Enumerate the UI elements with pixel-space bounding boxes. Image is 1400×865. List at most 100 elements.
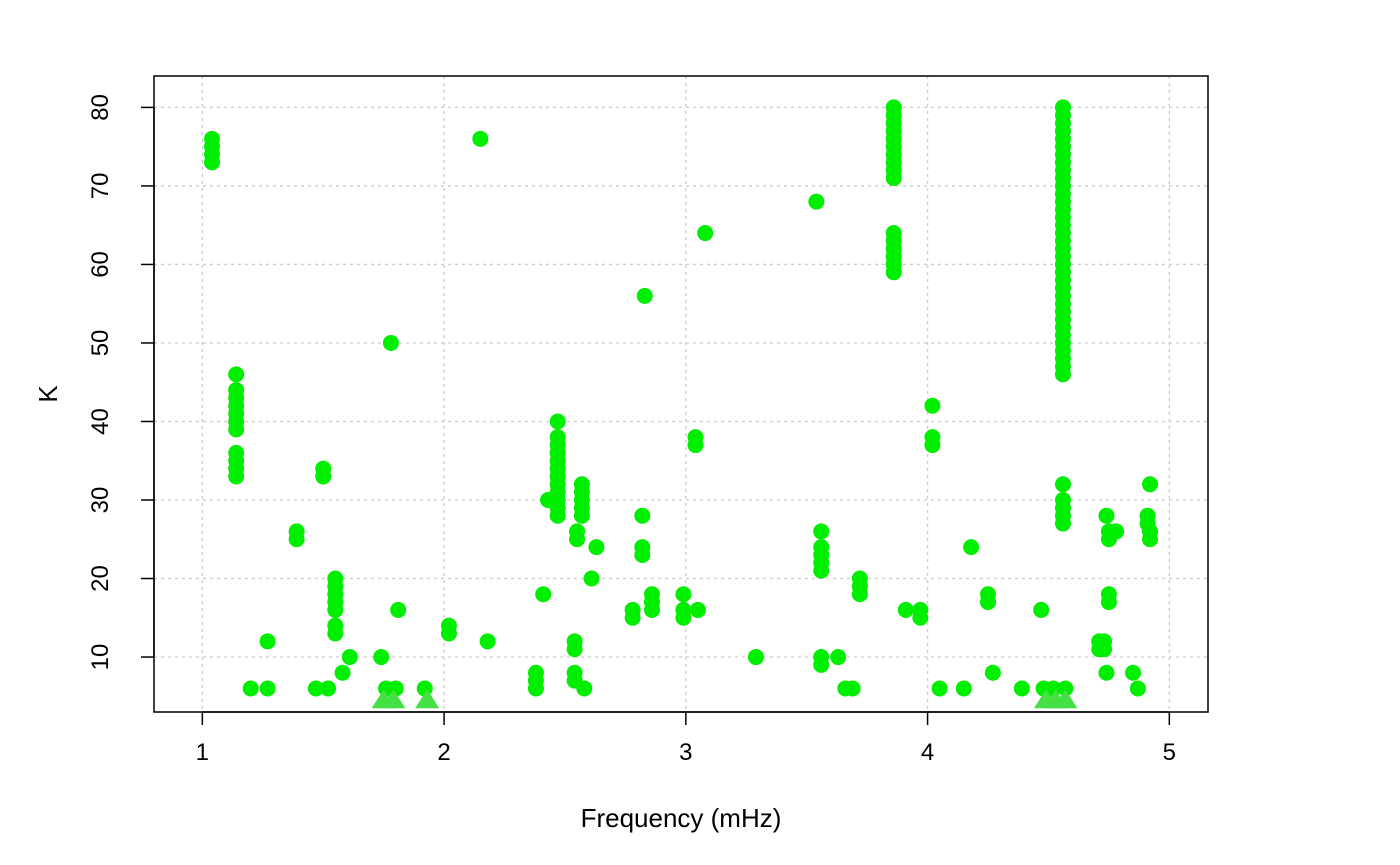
data-point bbox=[955, 680, 972, 697]
data-point bbox=[569, 523, 586, 540]
data-point bbox=[204, 130, 221, 147]
data-point bbox=[624, 601, 641, 618]
data-point bbox=[980, 586, 997, 603]
data-point bbox=[527, 664, 544, 681]
data-point bbox=[808, 193, 825, 210]
data-point bbox=[320, 680, 337, 697]
data-point bbox=[440, 617, 457, 634]
data-point bbox=[228, 366, 245, 383]
data-point bbox=[566, 664, 583, 681]
data-point bbox=[1054, 476, 1071, 493]
data-point bbox=[566, 633, 583, 650]
data-point bbox=[897, 601, 914, 618]
y-tick-label: 30 bbox=[87, 487, 114, 514]
y-tick-label: 50 bbox=[87, 330, 114, 357]
data-point bbox=[373, 649, 390, 666]
data-point bbox=[885, 225, 902, 242]
data-point bbox=[924, 429, 941, 446]
data-point bbox=[844, 680, 861, 697]
data-point bbox=[813, 539, 830, 556]
data-point bbox=[984, 664, 1001, 681]
x-tick-label: 2 bbox=[437, 739, 450, 766]
data-point bbox=[242, 680, 259, 697]
data-point bbox=[1141, 476, 1158, 493]
data-point bbox=[228, 444, 245, 461]
y-axis: 10 20 30 40 50 60 70 80 bbox=[87, 94, 155, 671]
x-tick-label: 3 bbox=[679, 739, 692, 766]
data-point bbox=[813, 523, 830, 540]
data-point bbox=[1098, 664, 1115, 681]
data-point bbox=[479, 633, 496, 650]
data-point bbox=[549, 429, 566, 446]
x-tick-label: 1 bbox=[196, 739, 209, 766]
data-point bbox=[634, 539, 651, 556]
data-point bbox=[573, 476, 590, 493]
y-tick-label: 40 bbox=[87, 408, 114, 435]
data-point bbox=[1096, 633, 1113, 650]
data-point bbox=[634, 507, 651, 524]
data-point bbox=[1054, 492, 1071, 508]
data-point bbox=[549, 413, 566, 430]
data-point bbox=[636, 287, 653, 304]
data-point bbox=[259, 633, 276, 650]
data-point bbox=[1108, 523, 1125, 540]
data-point bbox=[327, 617, 344, 634]
x-tick-label: 4 bbox=[921, 739, 934, 766]
data-point bbox=[1139, 507, 1156, 524]
data-point bbox=[334, 664, 351, 681]
data-point bbox=[288, 523, 305, 540]
data-point bbox=[307, 680, 324, 697]
data-point bbox=[851, 570, 868, 587]
data-point bbox=[675, 586, 692, 603]
data-point bbox=[912, 601, 929, 618]
data-point-triangle bbox=[381, 689, 406, 709]
data-point bbox=[390, 601, 407, 618]
data-point bbox=[885, 99, 902, 116]
data-point bbox=[576, 680, 593, 697]
data-points bbox=[204, 99, 1158, 709]
grid-lines bbox=[154, 76, 1208, 712]
data-point-triangle bbox=[415, 689, 440, 709]
data-point bbox=[1125, 664, 1142, 681]
data-point bbox=[687, 429, 704, 446]
data-point bbox=[228, 382, 245, 399]
data-point bbox=[535, 586, 552, 603]
data-point bbox=[259, 680, 276, 697]
data-point bbox=[1013, 680, 1030, 697]
x-tick-label: 5 bbox=[1163, 739, 1176, 766]
data-point bbox=[747, 649, 764, 666]
y-tick-label: 20 bbox=[87, 565, 114, 592]
x-axis: 1 2 3 4 5 bbox=[196, 711, 1176, 766]
data-point bbox=[1033, 601, 1050, 618]
data-point bbox=[1057, 680, 1074, 697]
data-point bbox=[472, 130, 489, 147]
data-point bbox=[315, 460, 332, 477]
data-point bbox=[588, 539, 605, 556]
data-point bbox=[1098, 507, 1115, 524]
data-point bbox=[382, 334, 399, 351]
data-point bbox=[924, 397, 941, 414]
y-axis-label: K bbox=[33, 385, 63, 403]
data-point bbox=[675, 601, 692, 618]
data-point bbox=[1054, 99, 1071, 116]
data-point bbox=[813, 649, 830, 666]
data-point-triangle bbox=[1053, 689, 1078, 709]
data-point bbox=[327, 570, 344, 587]
data-point bbox=[341, 649, 358, 666]
data-point bbox=[1141, 523, 1158, 540]
x-axis-label: Frequency (mHz) bbox=[581, 803, 782, 833]
y-tick-label: 80 bbox=[87, 94, 114, 121]
y-tick-label: 60 bbox=[87, 251, 114, 278]
data-point bbox=[643, 586, 660, 603]
data-point bbox=[689, 601, 706, 618]
y-tick-label: 10 bbox=[87, 644, 114, 671]
data-point bbox=[697, 225, 714, 242]
data-point bbox=[963, 539, 980, 556]
data-point bbox=[830, 649, 847, 666]
y-tick-label: 70 bbox=[87, 173, 114, 200]
data-point bbox=[583, 570, 600, 587]
data-point bbox=[1129, 680, 1146, 697]
data-point bbox=[931, 680, 948, 697]
data-point bbox=[1100, 586, 1117, 603]
